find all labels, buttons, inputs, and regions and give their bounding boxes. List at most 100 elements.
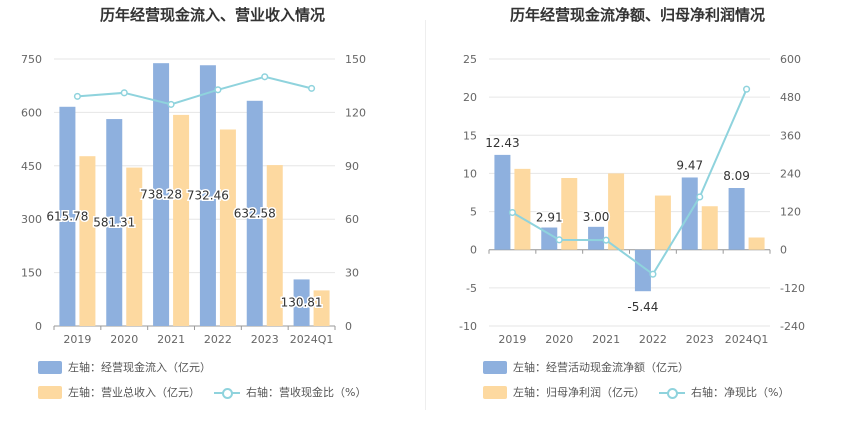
bar-primary [293,279,310,326]
ratio-line [77,75,312,106]
right-axis-tick-label: 120 [780,206,801,219]
x-axis-tick-label: 2019 [498,333,526,346]
left-axis-tick-label: -5 [466,282,477,295]
left-axis-tick-label: 300 [21,213,42,226]
ratio-line-point [167,100,175,108]
bar-secondary [561,178,578,250]
x-axis-tick-label: 2022 [639,333,667,346]
right-axis-tick-label: 60 [345,213,359,226]
ratio-line-point [696,193,704,201]
bar-secondary [219,129,236,326]
right-axis-tick-label: 120 [345,106,366,119]
right-axis-tick-label: 600 [780,53,801,66]
left-axis-tick-label: 10 [463,167,477,180]
legend-label: 右轴：营收现金比（%） [246,386,367,399]
legend-row-2: 左轴：归母净利润（亿元） 右轴：净现比（%） [483,384,803,400]
legend-item-operating-net-cash[interactable]: 左轴：经营活动现金流净额（亿元） [483,359,689,375]
x-axis-tick-label: 2020 [545,333,573,346]
ratio-line-point [649,270,657,278]
legend-row-1: 左轴：经营活动现金流净额（亿元） [483,359,703,375]
bar-secondary [173,114,190,326]
bar-secondary [748,237,765,250]
legend-label: 右轴：净现比（%） [691,386,790,399]
ratio-line-point [308,84,316,92]
ratio-line-point [743,85,751,93]
left-axis-tick-label: -10 [459,320,477,333]
bar-value-label: 3.00 [583,210,610,224]
legend-item-net-cash-ratio[interactable]: 右轴：净现比（%） [659,384,789,400]
left-axis-tick-label: 5 [470,206,477,219]
panel-divider [425,20,426,410]
x-axis-tick-label: 2021 [592,333,620,346]
bar-value-label: 2.91 [536,211,563,225]
right-axis-tick-label: 30 [345,267,359,280]
bar-value-label: 632.58 [234,206,276,220]
bar-primary [59,106,76,326]
right-axis-tick-label: 240 [780,167,801,180]
left-axis-tick-label: 20 [463,91,477,104]
bar-value-label: 8.09 [723,169,750,183]
legend-item-net-profit[interactable]: 左轴：归母净利润（亿元） [483,384,645,400]
x-axis-tick-label: 2023 [686,333,714,346]
x-axis-tick-label: 2024Q1 [725,333,769,346]
bar-primary [106,119,123,326]
chart-plot-netcash-profit: -10 -5 0 5 10 15 20 25 -240 -120 0 120 240 360 480 600 2… [459,53,805,346]
legend-label: 左轴：营业总收入（亿元） [68,386,200,399]
legend-line-marker-icon [659,386,685,399]
bar-value-label: 581.31 [93,216,135,230]
legend-swatch [38,385,62,399]
legend-row-1: 左轴：经营现金流入（亿元） [38,359,225,375]
chart-title: 历年经营现金流入、营业收入情况 [99,6,325,24]
x-axis-tick-label: 2020 [110,333,138,346]
legend-swatch [38,360,62,374]
left-axis-tick-label: 750 [21,53,42,66]
legend-swatch [483,385,507,399]
left-axis-tick-label: 450 [21,160,42,173]
right-axis-tick-label: 360 [780,129,801,142]
x-axis-tick-label: 2023 [251,333,279,346]
ratio-line-point [214,86,222,94]
legend-item-cash-inflow[interactable]: 左轴：经营现金流入（亿元） [38,359,211,375]
bar-value-label: 732.46 [187,189,229,203]
bar-value-label: 9.47 [676,158,703,172]
right-axis-tick-label: -240 [780,320,805,333]
right-axis-tick-label: 150 [345,53,366,66]
x-axis-tick-label: 2022 [204,333,232,346]
ratio-line [511,88,748,276]
chart-panel-cashflow-revenue: 历年经营现金流入、营业收入情况 0 150 300 450 600 750 0 30 60 90 1… [21,6,366,400]
legend-label: 左轴：经营现金流入（亿元） [68,361,211,374]
bar-primary [634,249,651,292]
ratio-line-point [602,236,610,244]
ratio-line-point [120,89,128,97]
ratio-line-point [261,73,269,81]
ratio-line-point [73,92,81,100]
legend-item-cash-revenue-ratio[interactable]: 右轴：营收现金比（%） [214,384,366,400]
bar-primary [728,187,745,250]
bar-secondary [654,195,671,250]
bar-primary [153,63,170,326]
bar-value-label: 130.81 [281,296,323,310]
bar-value-label: 738.28 [140,188,182,202]
bar-primary [199,65,216,327]
bar-secondary [266,165,283,326]
bar-secondary [514,168,531,250]
bar-value-label: 615.78 [46,209,88,223]
bar-value-label: 12.43 [485,136,519,150]
x-axis-tick-label: 2019 [63,333,91,346]
left-axis-tick-label: 25 [463,53,477,66]
chart-panel-netcash-profit: 历年经营现金流净额、归母净利润情况 -10 -5 0 5 10 15 20 25 -240 -12… [425,0,850,437]
bar-secondary [313,290,330,326]
bar-primary [541,227,558,250]
chart-plot-cashflow-revenue: 0 150 300 450 600 750 0 30 60 90 120 150 2019 2020 202… [21,53,366,346]
right-axis-tick-label: 90 [345,160,359,173]
legend-item-revenue[interactable]: 左轴：营业总收入（亿元） [38,384,200,400]
bar-secondary [79,156,96,326]
left-axis-tick-label: 150 [21,267,42,280]
legend-line-marker-icon [214,386,240,399]
chart-title: 历年经营现金流净额、归母净利润情况 [509,6,765,24]
legend-label: 左轴：归母净利润（亿元） [513,386,645,399]
bar-primary [588,226,605,250]
right-axis-tick-label: -120 [780,282,805,295]
left-axis-tick-label: 0 [35,320,42,333]
left-axis-tick-label: 15 [463,129,477,142]
